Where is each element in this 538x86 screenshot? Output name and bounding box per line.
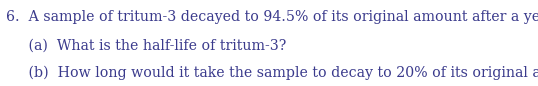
Text: (a)  What is the half-life of tritum-3?: (a) What is the half-life of tritum-3? (6, 39, 287, 53)
Text: (b)  How long would it take the sample to decay to 20% of its original amount?: (b) How long would it take the sample to… (6, 66, 538, 80)
Text: 6.  A sample of tritum-3 decayed to 94.5% of its original amount after a year.: 6. A sample of tritum-3 decayed to 94.5%… (6, 10, 538, 24)
